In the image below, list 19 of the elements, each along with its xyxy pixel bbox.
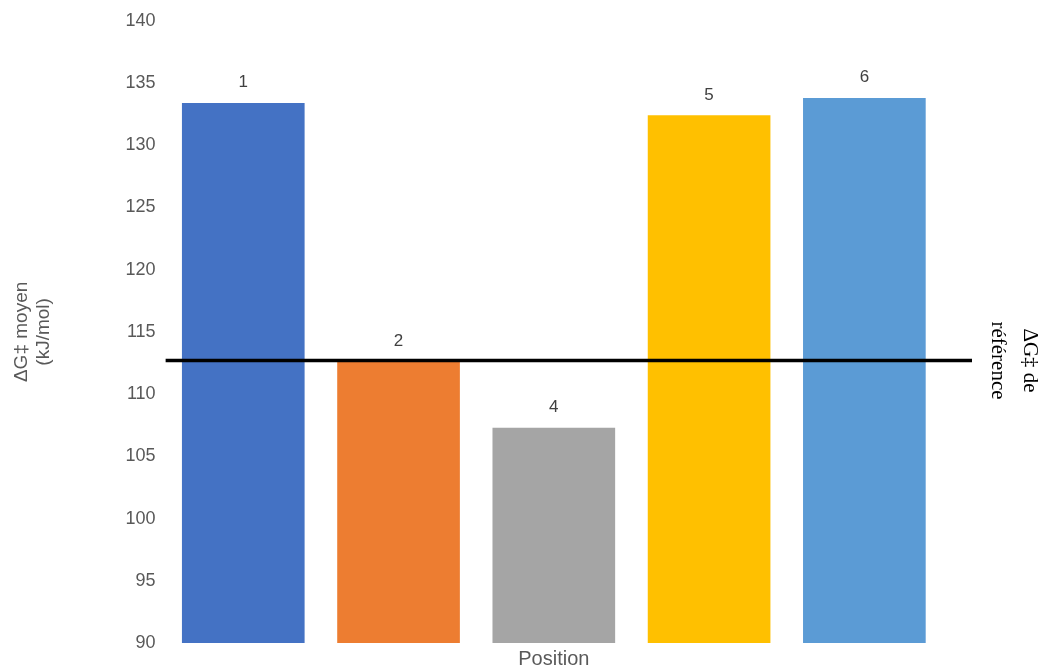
x-tick-label: 5 xyxy=(704,84,714,104)
x-tick-label: 6 xyxy=(859,67,870,87)
y-tick-label: 125 xyxy=(125,196,156,217)
y-tick-label: 100 xyxy=(125,507,156,528)
y-tick-label: 110 xyxy=(126,383,156,404)
ref-line-label: ΔG‡ de référence xyxy=(987,321,1044,400)
x-tick-label: 2 xyxy=(393,330,404,350)
y-axis-title: ΔG‡ moyen (kJ/mol) xyxy=(9,281,54,383)
x-axis-title: Position xyxy=(518,646,590,669)
y-tick-label: 115 xyxy=(126,320,156,341)
y-tick-label: 130 xyxy=(125,134,156,155)
y-tick-label: 140 xyxy=(125,9,156,30)
y-tick-label: 90 xyxy=(135,631,156,652)
y-tick-label: 135 xyxy=(125,71,156,92)
y-tick-label: 105 xyxy=(125,445,156,466)
y-tick-label: 95 xyxy=(135,569,156,590)
x-tick-label: 4 xyxy=(549,396,559,416)
x-tick-label: 1 xyxy=(238,72,248,92)
y-tick-label: 120 xyxy=(125,258,156,279)
